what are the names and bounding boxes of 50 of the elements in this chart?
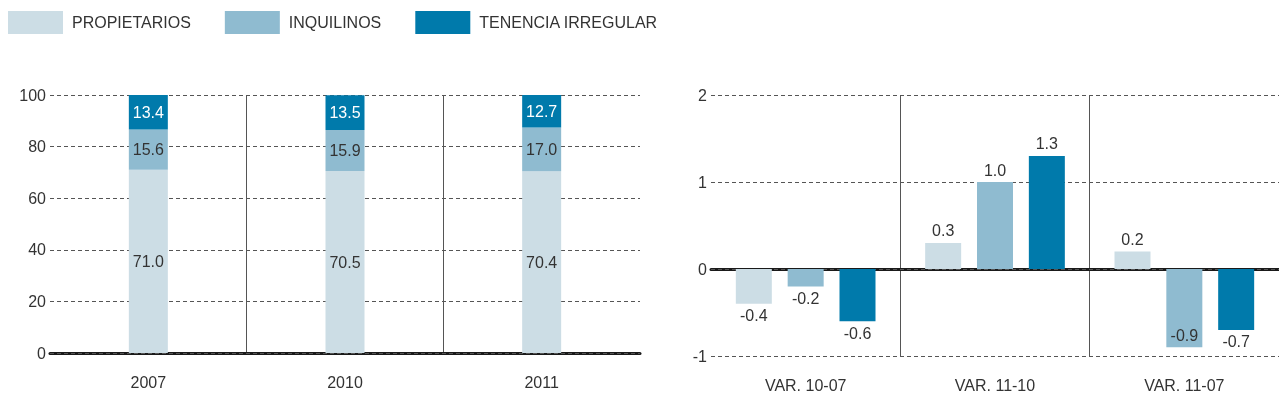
data-label: -0.2 <box>791 289 820 307</box>
bar <box>325 171 365 353</box>
bar <box>977 182 1013 269</box>
data-label: 15.9 <box>329 142 361 160</box>
data-label: 12.7 <box>526 102 558 120</box>
data-label: 13.4 <box>132 103 165 121</box>
bar <box>1114 251 1151 269</box>
y-tick-label: 2 <box>698 86 708 104</box>
data-label: 70.4 <box>526 253 558 271</box>
data-label: 1.0 <box>983 161 1007 179</box>
x-tick-label: VAR. 11-10 <box>954 376 1036 394</box>
data-label: -0.4 <box>740 307 768 325</box>
y-tick-label: 0 <box>698 260 708 278</box>
data-label: 15.6 <box>132 141 165 159</box>
x-tick-label: VAR. 10-07 <box>764 376 847 394</box>
data-label: 0.3 <box>932 222 955 240</box>
data-label: 0.2 <box>1121 231 1144 249</box>
bar <box>522 95 562 128</box>
y-tick-label: -1 <box>692 347 708 365</box>
bar <box>787 269 824 287</box>
data-label: -0.7 <box>1222 333 1251 351</box>
data-label: -0.9 <box>1170 326 1199 344</box>
data-label: 1.3 <box>1035 135 1059 153</box>
legend-label: INQUILINOS <box>288 14 382 31</box>
bar <box>1166 269 1203 348</box>
legend-label: TENENCIA IRREGULAR <box>479 14 658 31</box>
y-tick-label: 100 <box>19 86 47 104</box>
x-tick-label: VAR. 11-07 <box>1144 376 1225 394</box>
y-tick-label: 60 <box>28 189 47 207</box>
x-tick-label: 2010 <box>327 373 363 391</box>
y-tick-label: 20 <box>28 292 47 310</box>
bar <box>839 269 876 322</box>
bar <box>735 269 772 304</box>
data-label: 71.0 <box>132 252 165 270</box>
x-tick-label: 2011 <box>524 373 559 391</box>
y-tick-label: 1 <box>698 173 708 191</box>
x-tick-label: 2007 <box>130 373 167 391</box>
bar <box>925 242 962 269</box>
y-tick-label: 0 <box>37 344 47 362</box>
legend-label: PROPIETARIOS <box>72 14 191 31</box>
data-label: 17.0 <box>526 140 558 158</box>
y-tick-label: 80 <box>28 138 47 156</box>
data-label: 70.5 <box>329 253 361 271</box>
data-label: -0.6 <box>843 324 872 342</box>
y-tick-label: 40 <box>28 241 47 259</box>
bar <box>522 171 562 353</box>
bar <box>1028 155 1065 269</box>
bar <box>128 169 168 353</box>
data-label: 13.5 <box>329 104 361 122</box>
bar <box>1218 269 1255 330</box>
